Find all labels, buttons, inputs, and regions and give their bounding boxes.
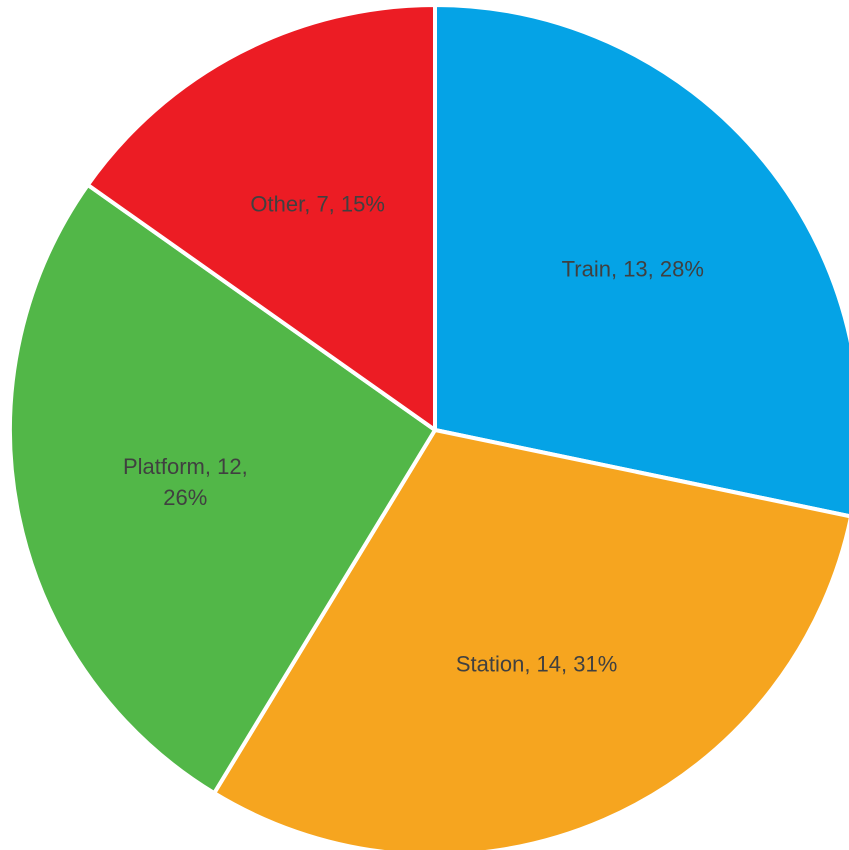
pie-slice	[85, 3, 437, 432]
data-label: Train, 13, 28%	[561, 256, 704, 282]
pie-slice	[433, 3, 849, 519]
data-label: Station, 14, 31%	[455, 651, 618, 677]
pie-slice	[8, 182, 437, 796]
data-label: Other, 7, 15%	[250, 191, 385, 217]
data-label: Platform, 12, 26%	[122, 453, 248, 510]
